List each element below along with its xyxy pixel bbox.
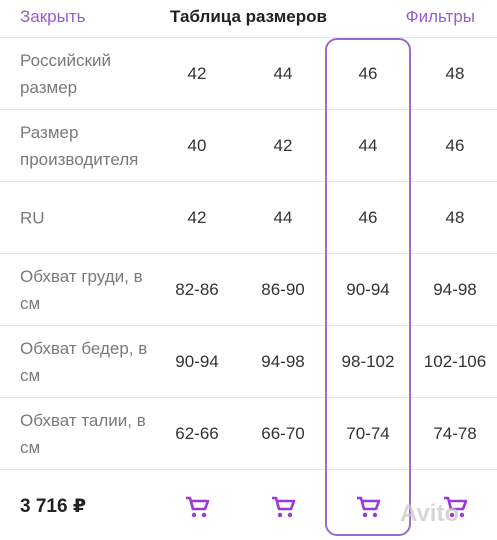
- table-row: Обхват бедер, в см 90-94 94-98 98-102 102-10…: [0, 326, 497, 398]
- cell-value: 48: [445, 63, 465, 83]
- filters-button[interactable]: Фильтры: [405, 7, 475, 26]
- header-divider: [0, 37, 497, 38]
- cell-value: 46: [358, 207, 378, 227]
- row-label: Обхват бедер, в см: [20, 338, 148, 385]
- row-label: RU: [20, 208, 45, 227]
- table-row: Обхват талии, в см 62-66 66-70 70-74 74-78: [0, 398, 497, 470]
- row-label: Размер производителя: [20, 122, 139, 169]
- cell-value: 42: [187, 207, 207, 227]
- cell-value: 40: [187, 135, 207, 155]
- cell-value: 42: [273, 135, 293, 155]
- cell-value: 102-106: [423, 351, 487, 371]
- cart-button[interactable]: [184, 494, 210, 520]
- cart-button[interactable]: [442, 494, 468, 520]
- cell-value: 44: [273, 207, 293, 227]
- cell-value: 94-98: [433, 279, 477, 299]
- cell-value: 86-90: [261, 279, 305, 299]
- cell-value: 74-78: [433, 423, 477, 443]
- row-label: Обхват талии, в см: [20, 410, 146, 457]
- table-row: RU 42 44 46 48: [0, 182, 497, 254]
- cell-value: 42: [187, 63, 207, 83]
- price: 3 716 ₽: [20, 496, 87, 517]
- cell-value: 44: [358, 135, 378, 155]
- watermark: Avito: [400, 500, 460, 527]
- cell-value: 44: [273, 63, 293, 83]
- cell-value: 70-74: [346, 423, 390, 443]
- close-button[interactable]: Закрыть: [20, 7, 86, 26]
- table-row: Размер производителя 40 42 44 46: [0, 110, 497, 182]
- table-row: Российский размер 42 44 46 48: [0, 38, 497, 110]
- row-label: Российский размер: [20, 50, 111, 97]
- cell-value: 46: [358, 63, 378, 83]
- cell-value: 66-70: [261, 423, 305, 443]
- selected-column: [325, 38, 411, 536]
- cell-value: 46: [445, 135, 465, 155]
- cell-value: 90-94: [346, 279, 390, 299]
- cell-value: 98-102: [341, 351, 395, 371]
- cell-value: 82-86: [175, 279, 219, 299]
- cart-button[interactable]: [355, 494, 381, 520]
- screen-title: Таблица размеров: [170, 7, 327, 26]
- row-label: Обхват груди, в см: [20, 266, 143, 313]
- cell-value: 90-94: [175, 351, 219, 371]
- cell-value: 48: [445, 207, 465, 227]
- cell-value: 62-66: [175, 423, 219, 443]
- table-row: Обхват груди, в см 82-86 86-90 90-94 94-98: [0, 254, 497, 326]
- cart-button[interactable]: [270, 494, 296, 520]
- cell-value: 94-98: [261, 351, 305, 371]
